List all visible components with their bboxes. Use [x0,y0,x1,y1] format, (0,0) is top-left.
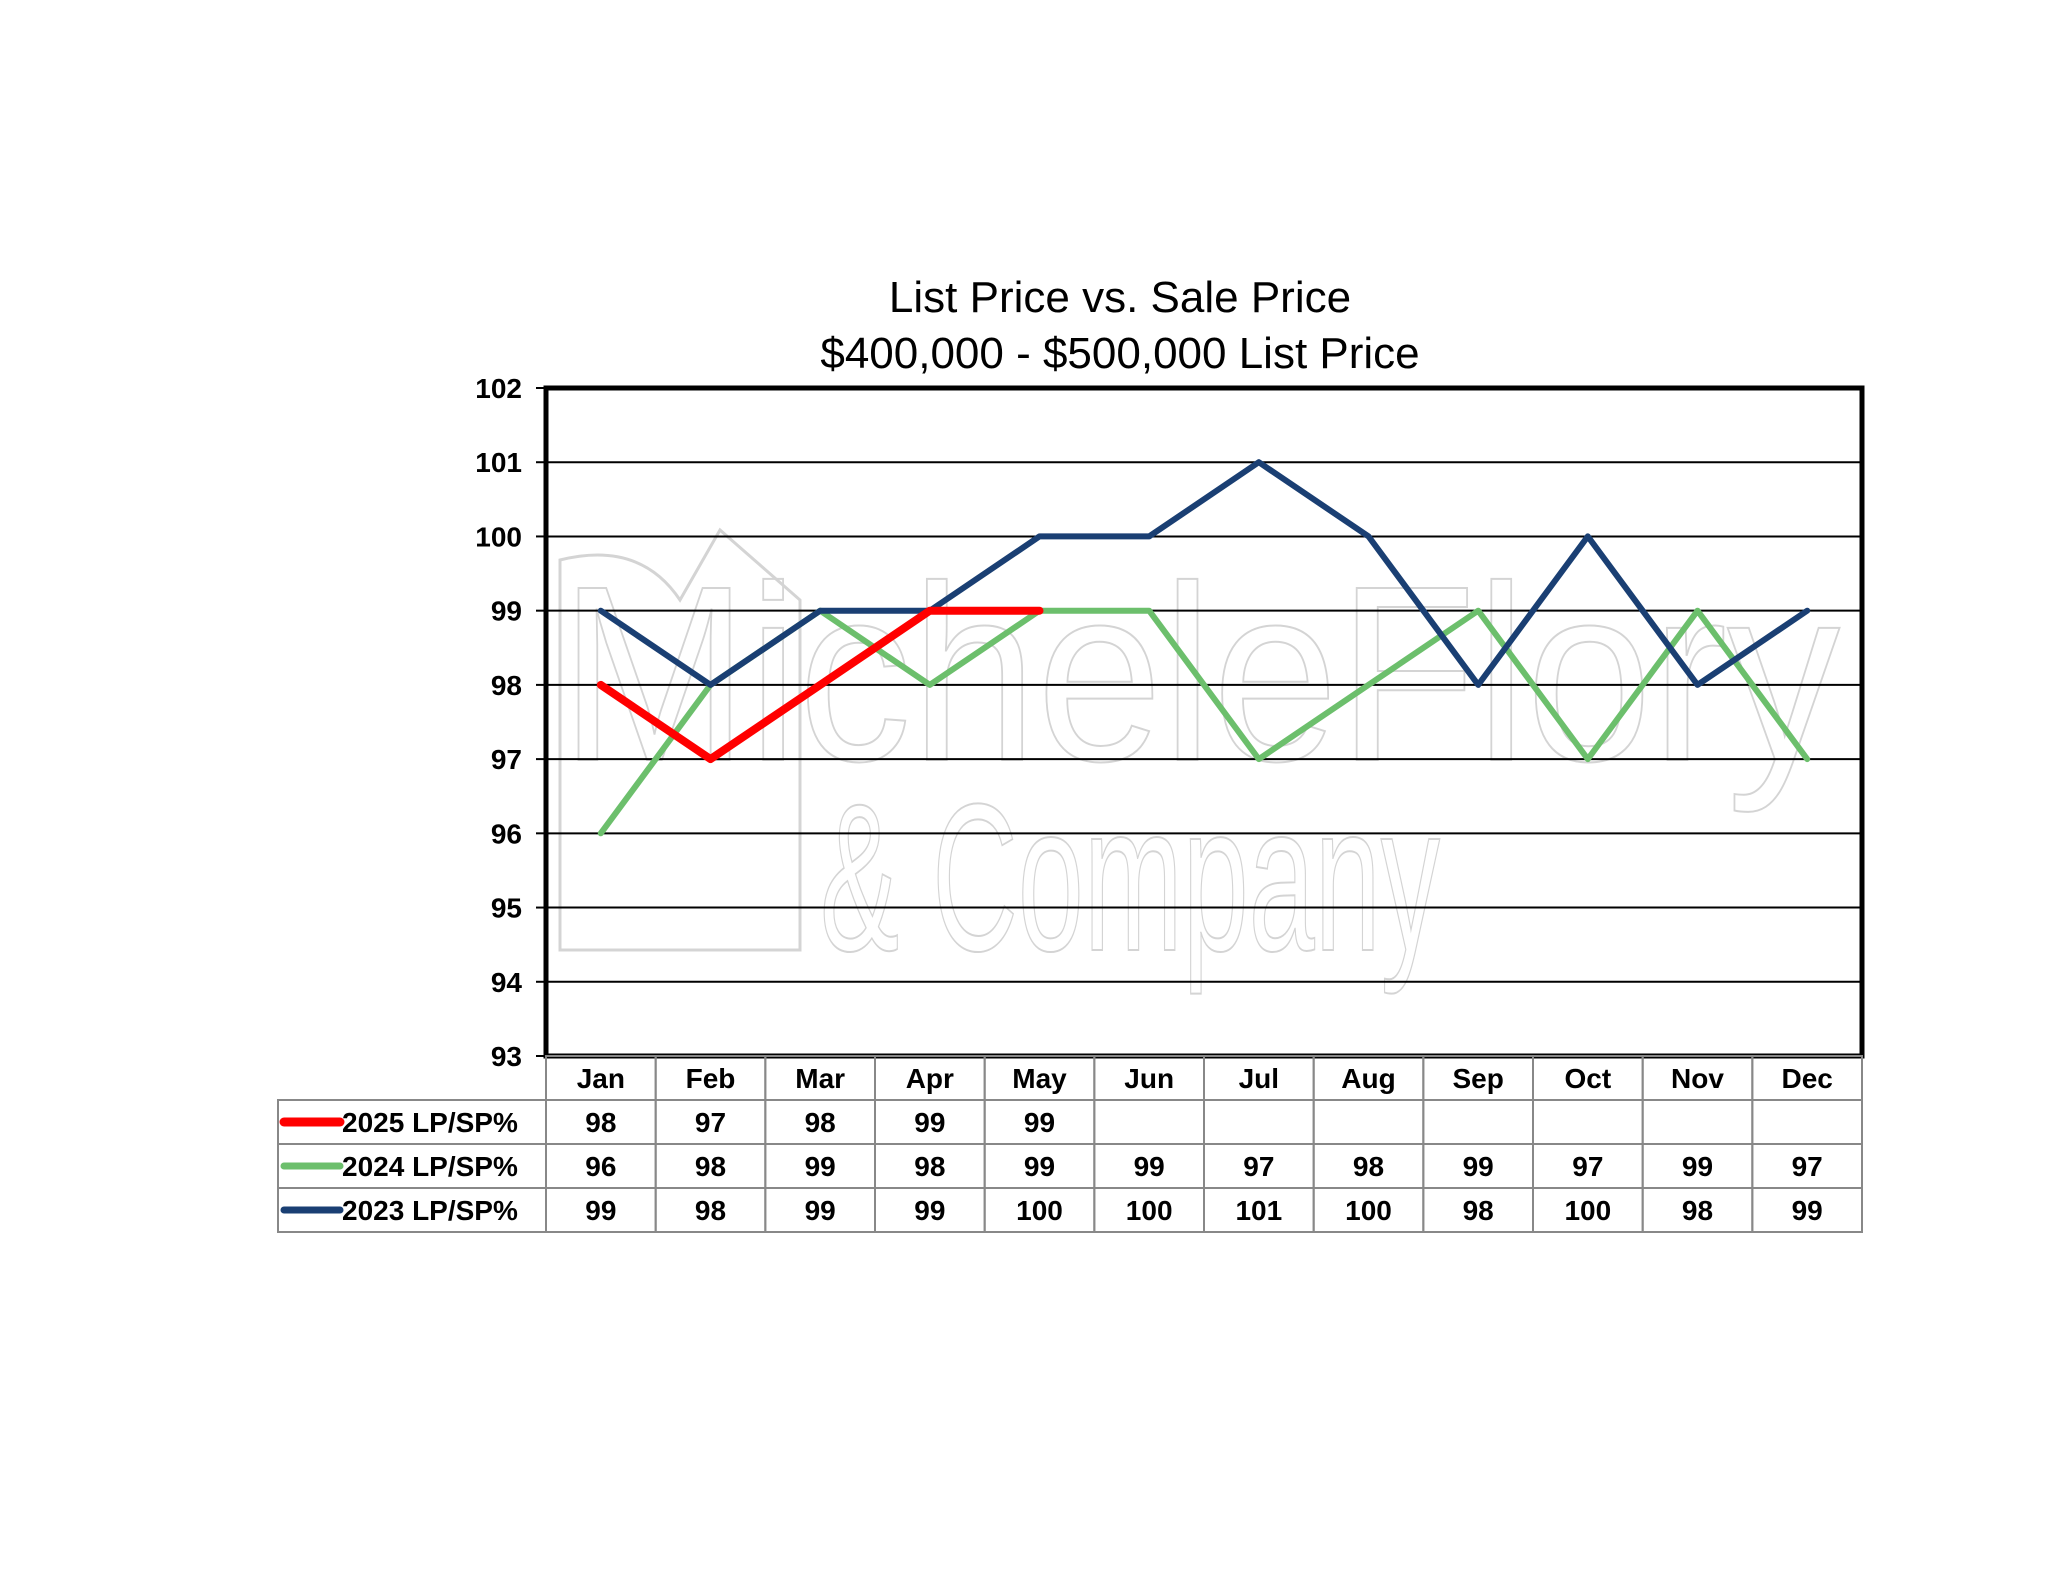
table-cell [1751,1099,1864,1145]
y-tick-label: 94 [491,967,523,998]
series-line [597,459,1811,688]
legend-label: 2024 LP/SP% [342,1151,518,1182]
table-cell [1312,1099,1425,1145]
data-value-label: 99 [914,1107,945,1138]
data-value-label: 98 [805,1107,836,1138]
data-value-label: 98 [695,1151,726,1182]
data-value-label: 97 [1792,1151,1823,1182]
table-cell [1203,1099,1315,1145]
data-value-label: 98 [914,1151,945,1182]
x-tick-label: Jun [1124,1063,1174,1094]
data-value-label: 99 [1463,1151,1494,1182]
y-tick-label: 97 [491,744,522,775]
chart-title: List Price vs. Sale Price [889,273,1351,322]
watermark-line: & Company [820,760,1440,995]
data-value-label: 100 [1345,1195,1392,1226]
table-cell [1093,1099,1206,1145]
data-value-label: 100 [1126,1195,1173,1226]
y-tick-label: 98 [491,670,522,701]
table-cell [1641,1099,1754,1145]
series-lines [596,459,1811,837]
data-value-label: 99 [1682,1151,1713,1182]
data-table: Jan Feb Mar Apr May Jun Jul Aug Sep Oct Nov Dec 2025… [277,1055,1864,1233]
data-value-label: 98 [1353,1151,1384,1182]
x-tick-label: Sep [1452,1063,1503,1094]
data-value-label: 99 [1792,1195,1823,1226]
y-tick-label: 95 [491,893,522,924]
data-value-label: 98 [585,1107,616,1138]
data-value-label: 98 [695,1195,726,1226]
data-value-label: 96 [585,1151,616,1182]
legend-label: 2023 LP/SP% [342,1195,518,1226]
legend-label: 2025 LP/SP% [342,1107,518,1138]
y-tick-label: 99 [491,596,522,627]
watermark: MicheleFlory& Company [558,527,1841,996]
data-value-label: 99 [1024,1151,1055,1182]
data-value-label: 97 [1572,1151,1603,1182]
data-value-label: 99 [914,1195,945,1226]
y-axis: 93 94 95 96 97 98 99 100 101 102 [475,373,546,1072]
x-tick-label: Oct [1564,1063,1611,1094]
chart-subtitle: $400,000 - $500,000 List Price [820,329,1419,378]
x-tick-label: Feb [686,1063,736,1094]
table-cell [1751,1187,1864,1233]
x-tick-label: Aug [1341,1063,1395,1094]
y-tick-label: 93 [491,1041,522,1072]
data-value-label: 99 [585,1195,616,1226]
watermark-logo [558,527,802,952]
watermark-line: MicheleFlory [560,534,1840,813]
data-value-label: 99 [805,1195,836,1226]
table-cell [1422,1099,1535,1145]
x-tick-label: Apr [906,1063,954,1094]
data-value-label: 97 [1243,1151,1274,1182]
x-tick-label: Nov [1671,1063,1724,1094]
x-tick-label: May [1012,1063,1067,1094]
table-cell [1532,1099,1644,1145]
y-tick-label: 101 [475,447,522,478]
data-value-label: 101 [1235,1195,1282,1226]
y-tick-label: 100 [475,521,522,552]
x-tick-label: Mar [795,1063,845,1094]
data-value-label: 99 [1024,1107,1055,1138]
series-line [596,606,1044,764]
data-value-label: 99 [1134,1151,1165,1182]
y-tick-label: 102 [475,373,522,404]
data-value-label: 99 [805,1151,836,1182]
data-value-label: 98 [1463,1195,1494,1226]
x-tick-label: Jan [577,1063,625,1094]
data-value-label: 100 [1016,1195,1063,1226]
x-tick-label: Jul [1239,1063,1279,1094]
y-tick-label: 96 [491,818,522,849]
data-value-label: 97 [695,1107,726,1138]
data-value-label: 98 [1682,1195,1713,1226]
data-value-label: 100 [1564,1195,1611,1226]
x-tick-label: Dec [1781,1063,1832,1094]
